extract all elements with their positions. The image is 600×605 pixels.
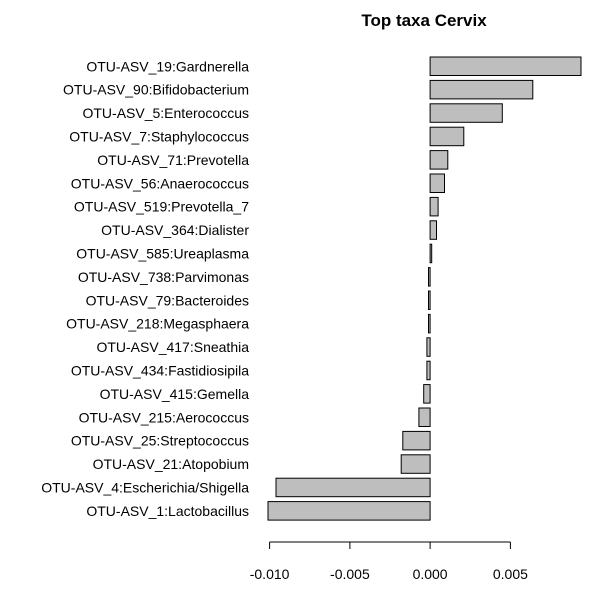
bar [428, 267, 431, 287]
bar [426, 360, 431, 381]
bar [402, 430, 431, 451]
bar [267, 501, 431, 521]
category-label: OTU-ASV_215:Aerococcus [79, 409, 249, 425]
category-label: OTU-ASV_585:Ureaplasma [76, 245, 249, 261]
category-label: OTU-ASV_79:Bacteroides [86, 292, 249, 308]
category-label: OTU-ASV_434:Fastidiosipila [71, 362, 249, 378]
category-label: OTU-ASV_56:Anaerococcus [71, 175, 249, 191]
bar [400, 454, 431, 474]
category-label: OTU-ASV_1:Lactobacillus [86, 503, 249, 519]
category-label: OTU-ASV_7:Staphylococcus [69, 128, 249, 144]
category-label: OTU-ASV_364:Dialister [101, 222, 249, 238]
category-label: OTU-ASV_5:Enterococcus [82, 105, 249, 121]
category-label: OTU-ASV_218:Megasphaera [66, 316, 249, 332]
bar [423, 384, 431, 404]
category-label: OTU-ASV_90:Bifidobacterium [63, 82, 249, 98]
bar [429, 150, 449, 170]
chart-title: Top taxa Cervix [361, 11, 487, 30]
bar [275, 477, 431, 498]
bar [429, 56, 582, 76]
category-labels-group: OTU-ASV_19:Gardnerella OTU-ASV_90:Bifidob… [41, 58, 250, 519]
category-label: OTU-ASV_19:Gardnerella [86, 58, 249, 74]
category-label: OTU-ASV_21:Atopobium [93, 456, 249, 472]
category-label: OTU-ASV_417:Sneathia [96, 339, 249, 355]
category-label: OTU-ASV_415:Gemella [100, 386, 250, 402]
x-tick-label: 0.000 [413, 566, 448, 582]
category-label: OTU-ASV_71:Prevotella [97, 152, 249, 168]
category-label: OTU-ASV_4:Escherichia/Shigella [41, 479, 249, 495]
x-tick-label: -0.005 [330, 566, 370, 582]
bars-group [267, 56, 582, 521]
x-tick-label: 0.005 [493, 566, 528, 582]
bar [429, 173, 446, 193]
bar [429, 220, 438, 240]
bar [418, 407, 431, 427]
x-tick-label: -0.010 [250, 566, 290, 582]
bar [426, 337, 431, 357]
category-label: OTU-ASV_25:Streptococcus [71, 433, 249, 449]
bar [429, 103, 503, 123]
bar [429, 126, 465, 147]
category-label: OTU-ASV_738:Parvimonas [78, 269, 249, 285]
bar [428, 290, 431, 310]
x-axis: -0.010 -0.005 0.000 0.005 [250, 541, 528, 582]
bar [429, 243, 433, 264]
bar [428, 313, 431, 334]
bar [429, 79, 534, 100]
bar [429, 196, 439, 217]
category-label: OTU-ASV_519:Prevotella_7 [74, 199, 249, 215]
